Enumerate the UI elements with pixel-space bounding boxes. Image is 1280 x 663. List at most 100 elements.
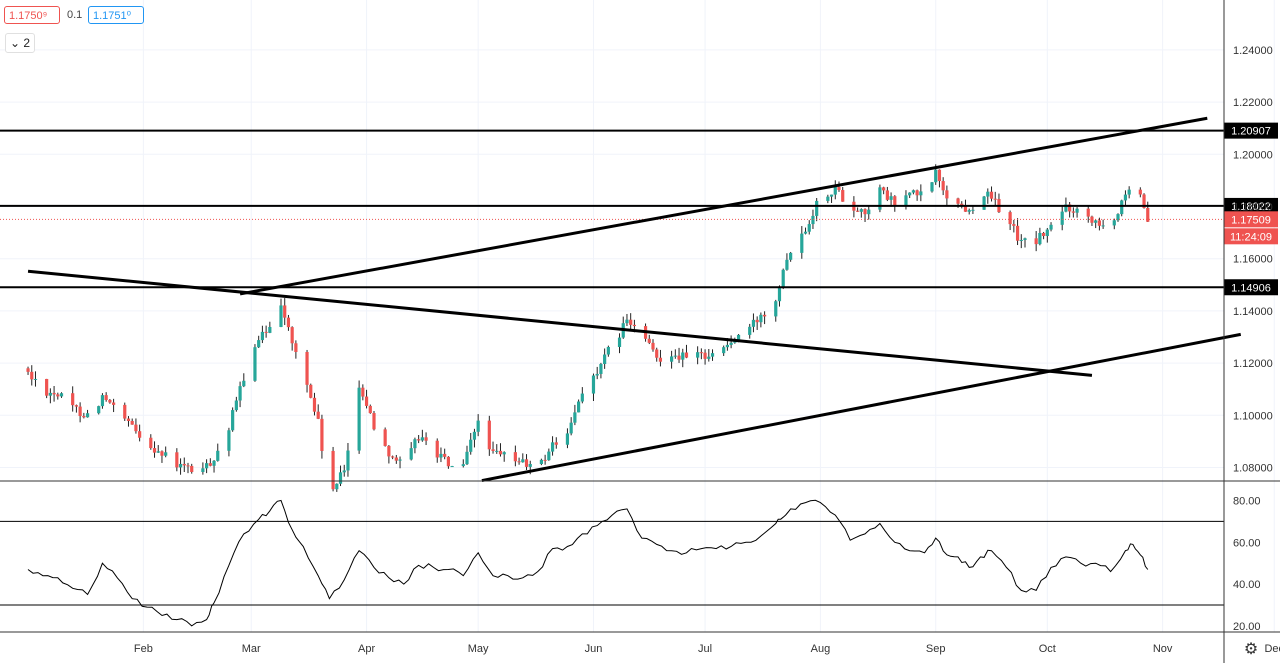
candle-down xyxy=(305,349,309,393)
candle-up xyxy=(777,285,782,307)
candle-up xyxy=(48,388,52,404)
candle-down xyxy=(856,207,860,212)
time-tick-label: Jul xyxy=(698,643,712,655)
candle-up xyxy=(539,458,543,466)
candle-up xyxy=(253,344,257,382)
candle-up xyxy=(811,209,815,229)
candle-down xyxy=(885,186,889,202)
candle-down xyxy=(45,378,49,399)
trendline xyxy=(239,116,1208,296)
candle-up xyxy=(595,366,599,380)
candle-up xyxy=(919,184,923,202)
candle-down xyxy=(543,454,547,465)
candle-up xyxy=(878,184,882,213)
candle-down xyxy=(699,348,703,360)
time-tick-label: Aug xyxy=(811,643,831,655)
candle-down xyxy=(989,186,994,202)
candle-up xyxy=(807,220,811,235)
candle-down xyxy=(435,438,439,463)
candle-down xyxy=(160,450,164,463)
candle-up xyxy=(1116,213,1120,222)
candle-down xyxy=(524,454,529,471)
collapse-panel-button[interactable]: ⌄ 2 xyxy=(5,33,36,53)
candle-up xyxy=(591,373,596,402)
candle-up xyxy=(268,321,272,334)
oscillator-line xyxy=(27,499,1149,627)
buy-price-button[interactable]: 1.1751⁰ xyxy=(88,6,144,24)
candle-down xyxy=(331,446,335,492)
grid xyxy=(0,0,1275,632)
candle-down xyxy=(941,177,945,196)
candle-up xyxy=(547,448,551,461)
price-tick-label: 1.24000 xyxy=(1233,45,1273,57)
candle-down xyxy=(78,402,82,423)
candle-up xyxy=(599,362,603,379)
candle-up xyxy=(1127,186,1131,199)
candle-up xyxy=(1019,234,1023,249)
candle-up xyxy=(342,464,346,477)
candle-down xyxy=(997,193,1001,213)
candle-up xyxy=(800,226,804,259)
candle-down xyxy=(264,325,268,338)
candle-up xyxy=(1120,199,1124,217)
candle-down xyxy=(417,434,421,444)
sell-price-button[interactable]: 1.1750⁹ xyxy=(4,6,60,24)
time-axis[interactable]: Feb Mar Apr May Jun Jul Aug Sep Oct Nov Dec xyxy=(134,643,1280,655)
candle-down xyxy=(684,344,689,359)
candle-up xyxy=(33,371,38,387)
candle-up xyxy=(774,299,778,322)
candle-up xyxy=(785,253,789,271)
candle-up xyxy=(759,312,763,328)
candle-down xyxy=(1090,215,1094,226)
candle-up xyxy=(238,381,242,408)
candle-down xyxy=(651,339,655,352)
candle-up xyxy=(859,208,863,218)
price-tick-label: 1.08000 xyxy=(1233,463,1273,475)
candle-up xyxy=(569,417,573,436)
price-tick-label: 1.16000 xyxy=(1233,254,1273,266)
time-tick-label: Feb xyxy=(134,643,153,655)
level-label-text: 1.20907 xyxy=(1231,126,1271,138)
horizontal-levels[interactable]: 1.20907 1.18022 1.14906 1.17509 11:24:09 xyxy=(0,122,1278,296)
candle-down xyxy=(208,458,212,467)
candle-down xyxy=(387,445,391,464)
candle-up xyxy=(335,483,339,492)
candle-up xyxy=(986,188,990,204)
candle-down xyxy=(372,411,376,431)
trendlines[interactable] xyxy=(27,116,1242,483)
trendline xyxy=(27,269,1093,377)
candle-down xyxy=(446,456,450,469)
gear-icon[interactable]: ⚙ xyxy=(1243,641,1259,658)
candle-up xyxy=(201,462,205,475)
candle-up xyxy=(1045,227,1049,243)
price-tick-label: 1.14000 xyxy=(1233,306,1273,318)
candle-down xyxy=(175,448,179,472)
price-tick-label: 1.20000 xyxy=(1233,149,1273,161)
candle-down xyxy=(190,463,194,474)
candle-down xyxy=(108,399,112,404)
candle-down xyxy=(443,448,447,460)
candle-down xyxy=(312,392,317,416)
candle-up xyxy=(260,325,264,344)
level-label-box xyxy=(1224,279,1278,296)
candle-up xyxy=(748,323,752,339)
last-price-box xyxy=(1224,211,1278,228)
time-tick-label: Apr xyxy=(358,643,375,655)
candle-down xyxy=(82,412,86,419)
candle-down xyxy=(945,185,949,207)
candle-down xyxy=(149,434,153,450)
candle-up xyxy=(85,409,90,418)
candle-down xyxy=(112,398,116,413)
candle-down xyxy=(130,418,134,425)
candle-up xyxy=(930,181,934,193)
time-tick-label: Oct xyxy=(1039,643,1056,655)
candle-down xyxy=(71,386,75,412)
candle-up xyxy=(573,404,577,426)
candle-down xyxy=(286,314,291,331)
candle-up xyxy=(409,442,413,461)
candle-down xyxy=(361,384,365,401)
candle-up xyxy=(681,348,685,368)
chevron-down-icon: ⌄ xyxy=(10,36,21,50)
